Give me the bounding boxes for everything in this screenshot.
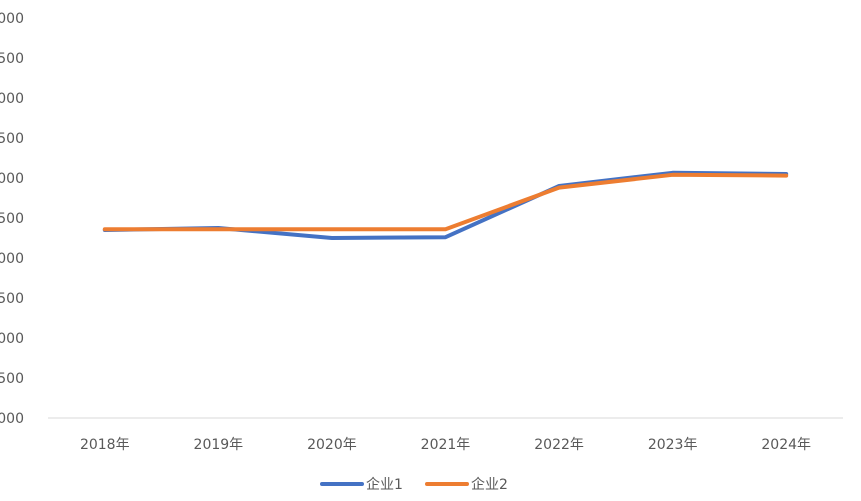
y-tick-label: 500	[0, 291, 24, 307]
y-tick-label: 000	[0, 11, 24, 27]
x-tick-label: 2024年	[761, 437, 811, 453]
legend-label: 企业1	[366, 476, 403, 493]
x-axis-ticks: 2018年 2019年 2020年 2021年 2022年 2023年 2024年	[80, 437, 811, 453]
legend: 企业1 企业2	[320, 476, 508, 493]
y-tick-label: 000	[0, 91, 24, 107]
x-tick-label: 2019年	[194, 437, 244, 453]
legend-label: 企业2	[471, 476, 508, 493]
x-tick-label: 2018年	[80, 437, 130, 453]
series-lines	[102, 170, 789, 240]
y-tick-label: 500	[0, 371, 24, 387]
y-tick-label: 000	[0, 171, 24, 187]
y-tick-label: 500	[0, 131, 24, 147]
y-tick-label: 500	[0, 211, 24, 227]
y-tick-label: 500	[0, 51, 24, 67]
y-tick-label: 000	[0, 251, 24, 267]
series-line	[102, 172, 789, 232]
y-axis-ticks: 000 500 000 500 000 500 000 500 000 500 000	[0, 11, 24, 427]
x-tick-label: 2022年	[534, 437, 584, 453]
x-tick-label: 2023年	[648, 437, 698, 453]
x-tick-label: 2020年	[307, 437, 357, 453]
y-tick-label: 000	[0, 411, 24, 427]
x-tick-label: 2021年	[421, 437, 471, 453]
y-tick-label: 000	[0, 331, 24, 347]
